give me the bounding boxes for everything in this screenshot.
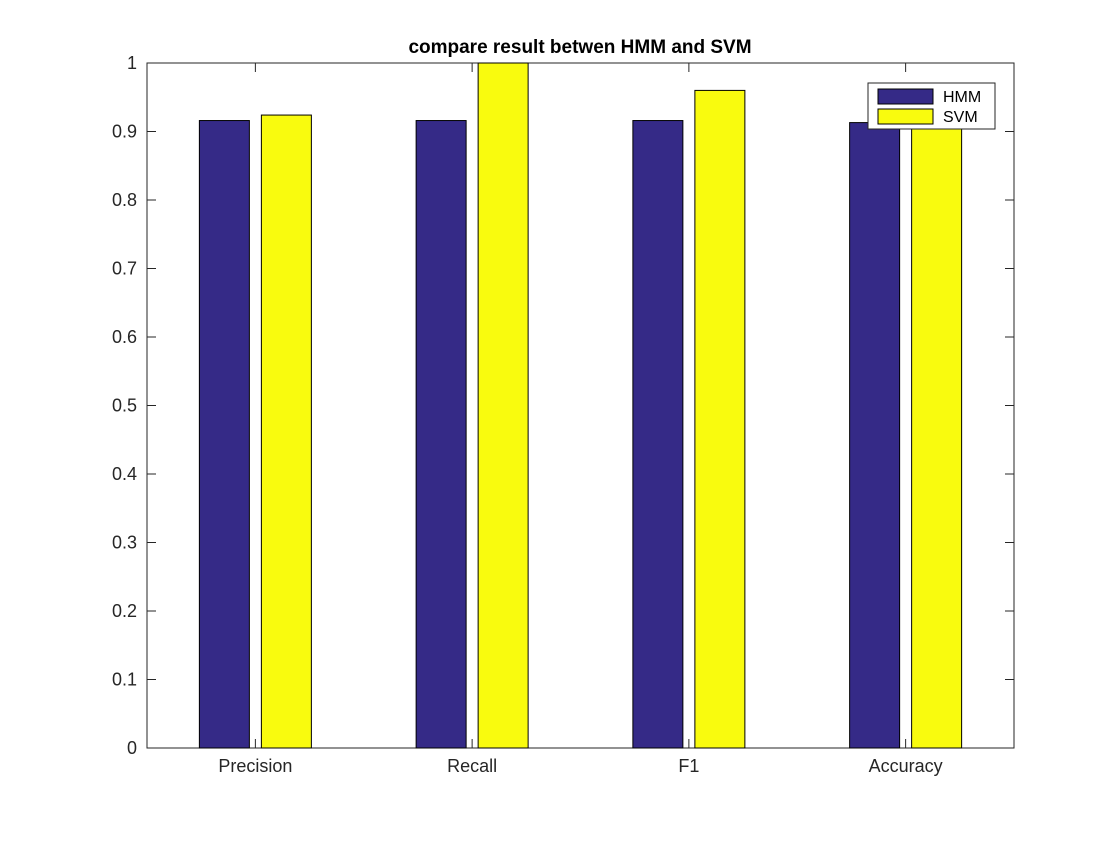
x-tick-label: Accuracy	[869, 756, 943, 776]
y-tick-label: 0.9	[112, 122, 137, 142]
legend-swatch-hmm	[877, 88, 934, 105]
y-tick-label: 0.1	[112, 670, 137, 690]
bar-hmm-recall	[415, 120, 467, 749]
y-tick-label: 0.8	[112, 190, 137, 210]
bar-svm-f1	[694, 89, 746, 749]
bar-svm-recall	[477, 62, 529, 749]
x-tick-label: F1	[678, 756, 699, 776]
chart-title: compare result betwen HMM and SVM	[408, 37, 751, 58]
bar-hmm-precision	[198, 120, 250, 749]
y-tick-label: 1	[127, 53, 137, 73]
bar-hmm-accuracy	[849, 122, 901, 749]
legend-label-hmm: HMM	[943, 89, 981, 106]
legend-label-svm: SVM	[943, 109, 978, 126]
y-tick-label: 0.5	[112, 396, 137, 416]
y-tick-label: 0.6	[112, 327, 137, 347]
y-tick-label: 0.2	[112, 601, 137, 621]
x-tick-label: Recall	[447, 756, 497, 776]
legend-swatch-svm	[877, 108, 934, 125]
y-tick-label: 0.7	[112, 259, 137, 279]
bar-svm-accuracy	[911, 120, 963, 749]
y-tick-label: 0.3	[112, 533, 137, 553]
y-tick-label: 0.4	[112, 464, 137, 484]
legend: HMM SVM	[867, 82, 996, 130]
bar-svm-precision	[260, 114, 312, 749]
plot-area: 0 0.1 0.2 0.3 0.4 0.5 0.6 0.7 0.8 0.9 1 Precision Re…	[112, 53, 1015, 776]
x-tick-label: Precision	[218, 756, 292, 776]
bar-hmm-f1	[632, 120, 684, 749]
y-tick-label: 0	[127, 738, 137, 758]
